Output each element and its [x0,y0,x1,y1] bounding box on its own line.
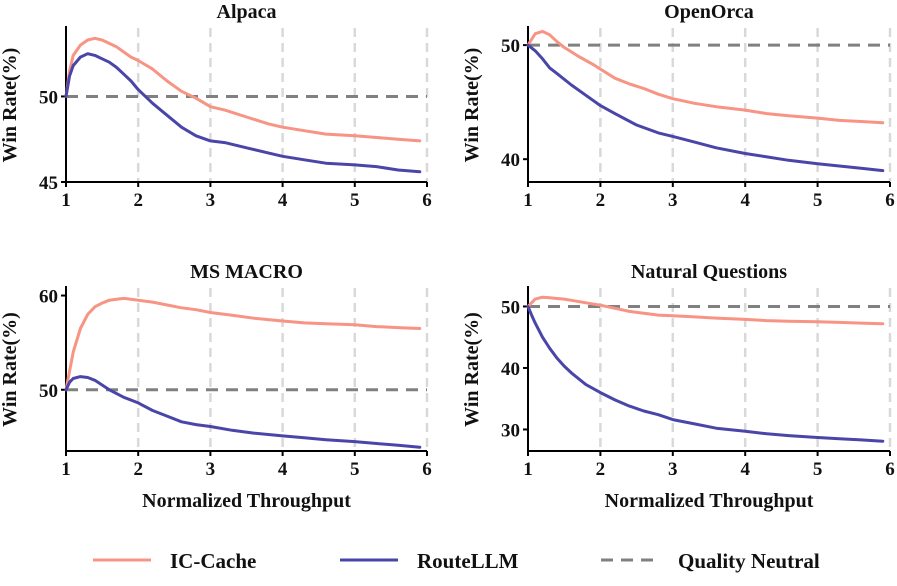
x-tick-label: 3 [668,459,678,480]
x-tick-label: 2 [596,190,606,211]
x-tick-label: 3 [206,459,216,480]
chart-panel-2: 1 2 3 4 5 6 40 50 OpenOrca Win Rate(%) [461,1,895,211]
x-tick-label: 4 [278,190,288,211]
y-axis-label: Win Rate(%) [461,48,483,163]
y-axis-label: Win Rate(%) [461,312,483,427]
series-line-routellm [64,52,422,174]
y-tick-label: 40 [501,359,520,380]
x-tick-label: 1 [523,190,533,211]
x-tick-label: 6 [422,459,432,480]
series-line-routellm [526,43,885,173]
series-line-ic-cache [64,36,422,143]
y-axis-label: Win Rate(%) [0,312,21,427]
x-tick-label: 4 [740,190,750,211]
chart-panel-3: 1 2 3 4 5 6 50 60 MS MACRO Win Rate(%) Normalized … [0,261,432,512]
x-tick-label: 1 [61,190,71,211]
legend-label: Quality Neutral [678,549,820,573]
legend-label: IC-Cache [170,549,256,573]
y-axis-label: Win Rate(%) [0,48,21,163]
x-tick-label: 5 [813,459,823,480]
legend: IC-Cache RouteLLM Quality Neutral [93,549,820,573]
y-tick-label: 60 [39,287,58,308]
legend-label: RouteLLM [417,549,519,573]
series-line-ic-cache [526,29,885,125]
x-tick-label: 4 [278,459,288,480]
x-tick-label: 6 [885,459,895,480]
y-tick-label: 50 [39,381,58,402]
x-tick-label: 1 [61,459,71,480]
y-tick-label: 40 [501,150,520,171]
panel-title: Natural Questions [631,261,787,283]
series-line-routellm [64,375,422,449]
x-tick-label: 3 [668,190,678,211]
panel-title: OpenOrca [664,1,754,23]
x-tick-label: 4 [740,459,750,480]
x-tick-label: 6 [422,190,432,211]
y-tick-label: 30 [501,420,520,441]
x-tick-label: 2 [133,459,143,480]
series-line-ic-cache [526,295,885,326]
x-tick-label: 6 [885,190,895,211]
x-tick-label: 2 [596,459,606,480]
y-tick-label: 45 [39,173,58,194]
x-tick-label: 1 [523,459,533,480]
series-line-routellm [526,305,885,443]
y-tick-label: 50 [39,87,58,108]
x-tick-label: 3 [206,190,216,211]
panel-title: Alpaca [217,1,277,23]
x-tick-label: 5 [350,459,360,480]
chart-panel-4: 1 2 3 4 5 6 30 40 50 Natural Questions Win Rate(%)… [461,261,895,512]
x-tick-label: 5 [813,190,823,211]
x-tick-label: 2 [133,190,143,211]
panel-title: MS MACRO [190,261,303,283]
x-tick-label: 5 [350,190,360,211]
x-axis-label: Normalized Throughput [605,490,814,512]
series-line-ic-cache [64,296,422,392]
y-tick-label: 50 [501,297,520,318]
x-axis-label: Normalized Throughput [142,490,351,512]
y-tick-label: 50 [501,36,520,57]
